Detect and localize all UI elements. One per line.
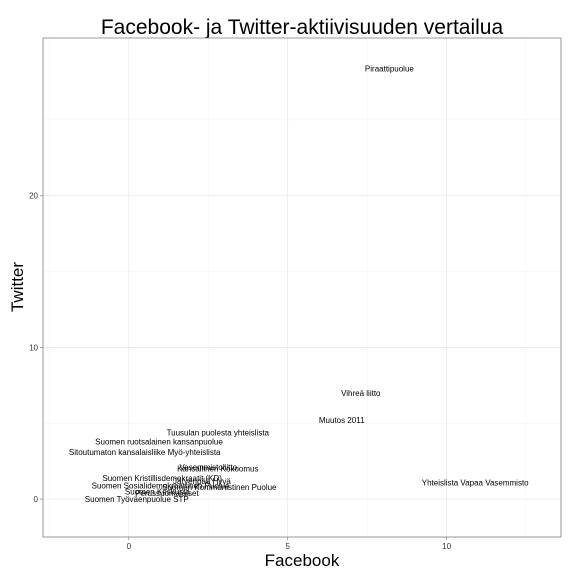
chart-title: Facebook- ja Twitter-aktiivisuuden verta… (101, 16, 504, 39)
x-tick-label: 10 (442, 542, 451, 551)
y-tick-label: 10 (29, 343, 38, 352)
plot-border (42, 37, 562, 538)
point-label: Vasemmistoliitto (179, 463, 237, 472)
x-tick-label: 0 (127, 542, 132, 551)
x-axis: 0 5 10 (127, 537, 452, 551)
point-label: Suomen Kommunistinen Puolue (162, 483, 277, 492)
y-tick-label: 20 (29, 192, 38, 201)
plot-area (43, 38, 561, 537)
y-axis-title: Twitter (8, 262, 27, 312)
point-label: Yhteislista Vapaa Vasemmisto (422, 478, 529, 487)
point-label: Suomen Kristillisdemokraatit (KD) (102, 474, 222, 483)
x-tick-label: 5 (285, 542, 290, 551)
point-label: Suomen Sosialidemokraattinen Puolue (92, 481, 230, 490)
point-label: Piraattipuolue (365, 64, 414, 73)
minor-gridlines (43, 38, 561, 537)
data-points: Piraattipuolue Vihreä liitto Muutos 2011 Yh… (69, 64, 529, 504)
point-label: Suomen Työväenpuolue STP (85, 495, 189, 504)
point-label: Tuusulan puolesta yhteislista (167, 428, 270, 437)
point-label: Perussuomalaiset (135, 489, 199, 498)
x-axis-title: Facebook (265, 551, 340, 570)
major-gridlines (43, 38, 561, 537)
point-label: Kansallinen Kokoomus (177, 465, 258, 474)
point-label: Sitoutumaton kansalaisliike Myö-yhteisli… (69, 448, 221, 457)
point-label: Vihreä liitto (341, 389, 381, 398)
point-label: Muutos 2011 (319, 416, 365, 425)
point-label: Suomen ruotsalainen kansanpuolue (95, 437, 223, 446)
y-tick-label: 0 (34, 495, 39, 504)
point-label: Järvenpää Hyvä (173, 477, 231, 486)
point-label: Suomen Keskusta (125, 487, 190, 496)
y-axis: 0 10 20 (29, 192, 43, 504)
